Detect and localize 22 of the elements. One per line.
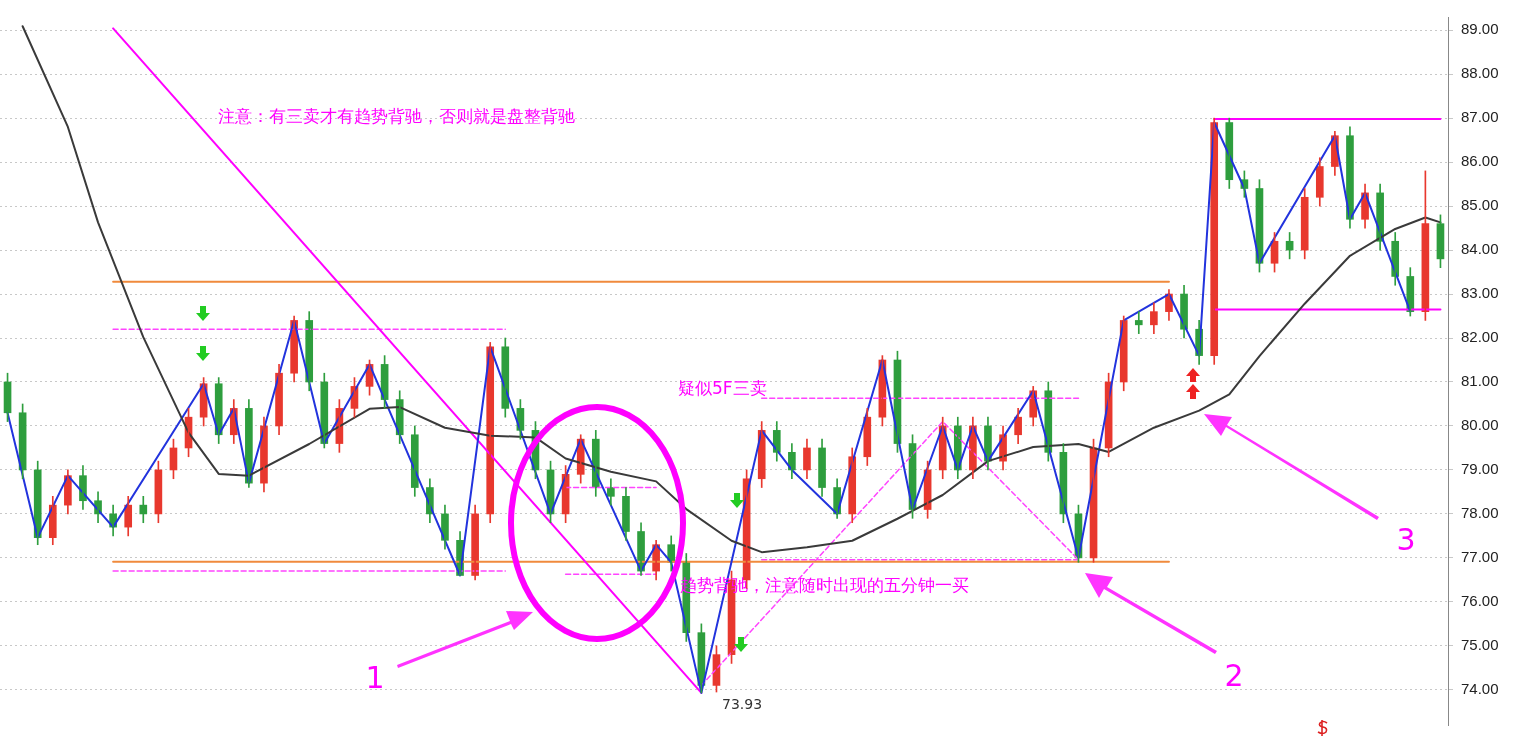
annotation: 73.93	[722, 695, 763, 712]
y-tick-label: 78.00	[1461, 504, 1499, 522]
y-tick-label: 81.00	[1461, 372, 1499, 390]
annotation: 2	[1224, 657, 1244, 693]
y-tick-label: 77.00	[1461, 548, 1499, 566]
annotation: 注意：有三卖才有趋势背驰，否则就是盘整背驰	[218, 106, 575, 127]
y-tick-label: 75.00	[1461, 635, 1499, 653]
y-tick-label: 79.00	[1461, 460, 1499, 478]
y-tick-label: 80.00	[1461, 416, 1499, 434]
y-tick-label: 87.00	[1461, 108, 1499, 126]
y-tick-label: 74.00	[1461, 679, 1499, 697]
y-tick-label: 85.00	[1461, 196, 1499, 214]
y-tick-label: 82.00	[1461, 328, 1499, 346]
y-tick-label: 83.00	[1461, 284, 1499, 302]
y-tick-label: 89.00	[1461, 20, 1499, 38]
y-tick-label: 84.00	[1461, 240, 1499, 258]
y-tick-label: 88.00	[1461, 64, 1499, 82]
annotation: 3	[1396, 521, 1416, 557]
y-tick-label: 76.00	[1461, 592, 1499, 610]
annotation: 1	[365, 659, 385, 695]
y-tick-label: 86.00	[1461, 152, 1499, 170]
annotation: 疑似5F三卖	[678, 378, 767, 399]
